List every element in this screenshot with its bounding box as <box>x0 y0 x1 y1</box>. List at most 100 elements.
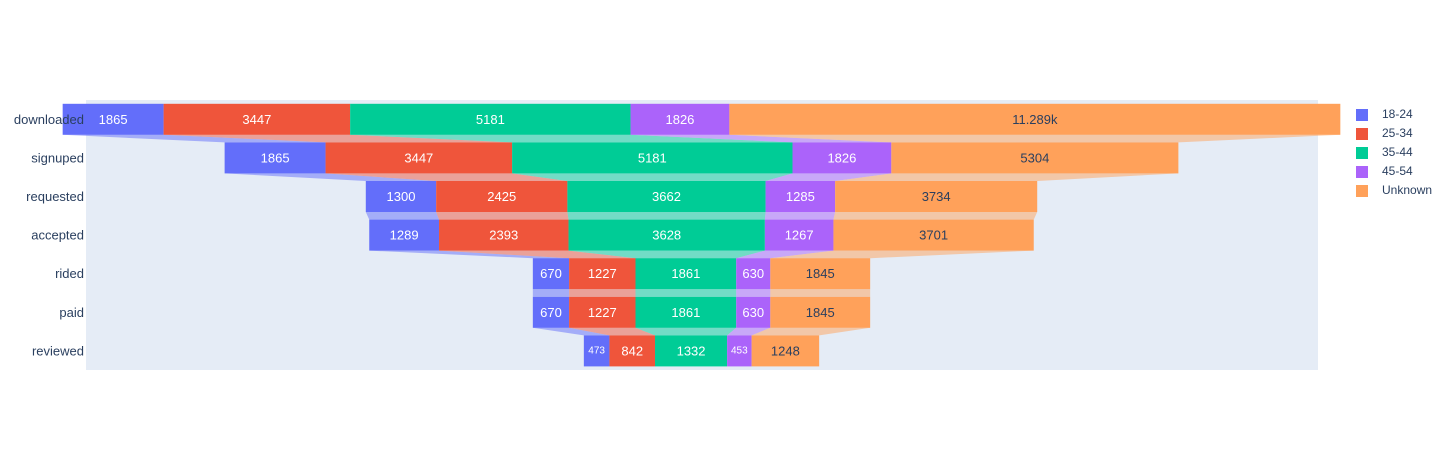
bar-25-34-rided[interactable] <box>569 258 636 290</box>
value-label-unknown-downloaded: 11.289k <box>1012 112 1058 127</box>
funnel-bars <box>62 103 1341 367</box>
connector-18-24-accepted <box>369 250 570 259</box>
connector-25-34-accepted <box>439 250 636 259</box>
value-label-35-44-accepted: 3628 <box>652 228 681 243</box>
value-label-25-34-rided: 1227 <box>588 266 617 281</box>
bar-25-34-reviewed[interactable] <box>609 335 656 367</box>
bar-18-24-signuped[interactable] <box>224 142 326 174</box>
bar-unknown-signuped[interactable] <box>891 142 1179 174</box>
stage-label-requested: requested <box>26 189 84 204</box>
bar-45-54-accepted[interactable] <box>764 219 834 251</box>
bar-45-54-paid[interactable] <box>736 296 771 328</box>
connector-25-34-requested <box>436 212 569 220</box>
connector-35-44-accepted <box>568 250 765 259</box>
bar-unknown-requested[interactable] <box>835 181 1038 212</box>
connector-25-34-rided <box>569 289 636 297</box>
connector-18-24-signuped <box>224 173 437 181</box>
bar-35-44-accepted[interactable] <box>568 219 765 251</box>
bar-unknown-downloaded[interactable] <box>729 103 1341 135</box>
legend-swatch-25-34 <box>1356 128 1368 140</box>
bar-unknown-reviewed[interactable] <box>751 335 820 367</box>
value-label-18-24-rided: 670 <box>540 266 562 281</box>
legend-swatch-18-24 <box>1356 109 1368 121</box>
bar-unknown-rided[interactable] <box>770 258 871 290</box>
value-label-25-34-paid: 1227 <box>588 305 617 320</box>
legend-swatch-unknown <box>1356 185 1368 197</box>
value-label-25-34-reviewed: 842 <box>621 343 643 358</box>
value-label-45-54-requested: 1285 <box>786 189 815 204</box>
value-label-35-44-signuped: 5181 <box>638 150 667 165</box>
bar-25-34-requested[interactable] <box>436 181 568 212</box>
stage-label-paid: paid <box>59 305 84 320</box>
legend-label-45-54: 45-54 <box>1382 164 1413 178</box>
value-label-unknown-paid: 1845 <box>806 305 835 320</box>
value-label-45-54-rided: 630 <box>742 266 764 281</box>
bar-unknown-accepted[interactable] <box>833 219 1034 251</box>
connector-35-44-rided <box>635 289 737 297</box>
value-label-45-54-accepted: 1267 <box>785 228 814 243</box>
bar-25-34-paid[interactable] <box>569 296 636 328</box>
bar-18-24-paid[interactable] <box>532 296 570 328</box>
value-label-45-54-reviewed: 453 <box>731 345 748 356</box>
bar-18-24-requested[interactable] <box>365 181 437 212</box>
value-label-45-54-paid: 630 <box>742 305 764 320</box>
bar-25-34-accepted[interactable] <box>439 219 569 251</box>
connector-unknown-rided <box>770 289 871 297</box>
legend: 18-24 25-34 35-44 45-54 Unknown <box>1352 106 1452 201</box>
legend-item-unknown[interactable]: Unknown <box>1352 182 1452 201</box>
stage-label-accepted: accepted <box>31 228 84 243</box>
connector-25-34-signuped <box>325 173 568 181</box>
funnel-connectors <box>62 134 1341 336</box>
value-label-unknown-reviewed: 1248 <box>771 343 800 358</box>
value-label-unknown-requested: 3734 <box>922 189 951 204</box>
value-label-25-34-downloaded: 3447 <box>242 112 271 127</box>
connector-45-54-requested <box>764 212 836 220</box>
connector-45-54-signuped <box>765 173 892 181</box>
bar-unknown-paid[interactable] <box>770 296 871 328</box>
funnel-value-labels: 1865 3447 5181 1826 11.289k 1865 3447 5181 1826 5… <box>99 112 1058 359</box>
connector-unknown-signuped <box>835 173 1179 181</box>
bar-35-44-requested[interactable] <box>567 181 766 212</box>
legend-item-25-34[interactable]: 25-34 <box>1352 125 1452 144</box>
value-label-25-34-accepted: 2393 <box>489 228 518 243</box>
bar-25-34-downloaded[interactable] <box>163 103 351 135</box>
value-label-35-44-rided: 1861 <box>671 266 700 281</box>
bar-35-44-signuped[interactable] <box>512 142 793 174</box>
bar-18-24-downloaded[interactable] <box>62 103 164 135</box>
bar-35-44-paid[interactable] <box>635 296 737 328</box>
bar-25-34-signuped[interactable] <box>325 142 513 174</box>
bar-18-24-reviewed[interactable] <box>583 335 610 367</box>
connector-45-54-rided <box>736 289 771 297</box>
bar-45-54-signuped[interactable] <box>792 142 892 174</box>
connector-45-54-paid <box>727 327 771 336</box>
connector-45-54-accepted <box>736 250 834 259</box>
value-label-18-24-requested: 1300 <box>387 189 416 204</box>
legend-item-18-24[interactable]: 18-24 <box>1352 106 1452 125</box>
bar-45-54-rided[interactable] <box>736 258 771 290</box>
connector-18-24-downloaded <box>62 134 326 143</box>
legend-item-35-44[interactable]: 35-44 <box>1352 144 1452 163</box>
connector-35-44-requested <box>567 212 766 220</box>
value-label-45-54-downloaded: 1826 <box>665 112 694 127</box>
bar-18-24-accepted[interactable] <box>369 219 440 251</box>
bar-45-54-reviewed[interactable] <box>727 335 752 367</box>
value-label-18-24-paid: 670 <box>540 305 562 320</box>
legend-swatch-45-54 <box>1356 166 1368 178</box>
bar-45-54-downloaded[interactable] <box>630 103 730 135</box>
value-label-35-44-downloaded: 5181 <box>476 112 505 127</box>
legend-item-45-54[interactable]: 45-54 <box>1352 163 1452 182</box>
bar-35-44-rided[interactable] <box>635 258 737 290</box>
value-label-unknown-accepted: 3701 <box>919 228 948 243</box>
connector-unknown-accepted <box>770 250 1034 259</box>
connector-35-44-paid <box>635 327 737 336</box>
value-label-35-44-requested: 3662 <box>652 189 681 204</box>
connector-18-24-rided <box>532 289 570 297</box>
bar-18-24-rided[interactable] <box>532 258 570 290</box>
bar-35-44-reviewed[interactable] <box>655 335 728 367</box>
bar-35-44-downloaded[interactable] <box>350 103 631 135</box>
bar-45-54-requested[interactable] <box>765 181 836 212</box>
connector-45-54-downloaded <box>630 134 892 143</box>
value-label-18-24-signuped: 1865 <box>261 150 290 165</box>
